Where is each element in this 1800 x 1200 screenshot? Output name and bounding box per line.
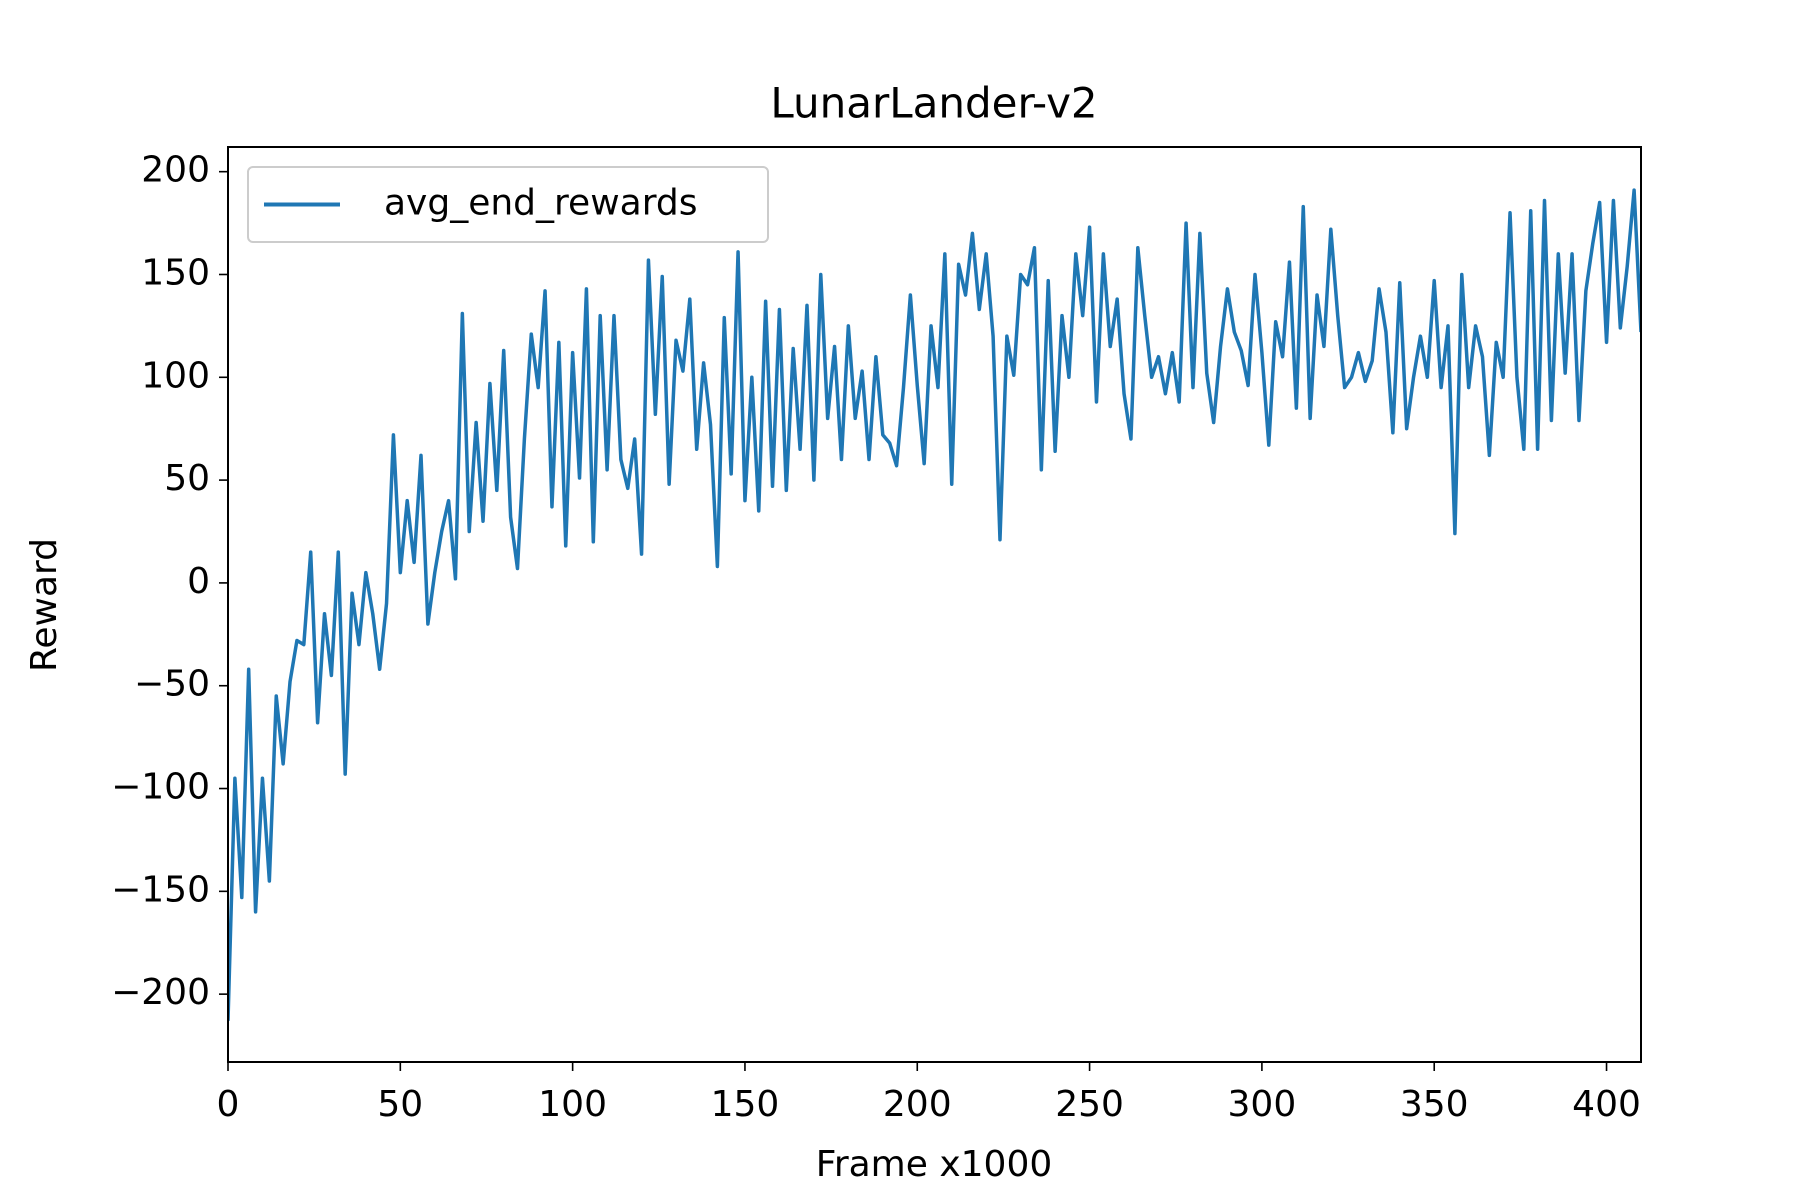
x-tick-label: 0 bbox=[217, 1084, 240, 1125]
x-axis-label: Frame x1000 bbox=[816, 1144, 1053, 1185]
y-tick-label: −100 bbox=[111, 767, 210, 808]
x-tick-label: 400 bbox=[1572, 1084, 1641, 1125]
x-tick-label: 300 bbox=[1228, 1084, 1297, 1125]
chart-title: LunarLander-v2 bbox=[770, 79, 1097, 128]
y-tick-label: 0 bbox=[187, 561, 210, 602]
data-line bbox=[228, 188, 1641, 1021]
x-tick-label: 100 bbox=[538, 1084, 607, 1125]
y-axis-label: Reward bbox=[24, 538, 65, 672]
legend-label: avg_end_rewards bbox=[384, 183, 697, 224]
x-tick-label: 150 bbox=[711, 1084, 780, 1125]
x-tick-label: 250 bbox=[1055, 1084, 1124, 1125]
x-tick-label: 50 bbox=[377, 1084, 423, 1125]
y-tick-label: −150 bbox=[111, 869, 210, 910]
y-tick-label: 150 bbox=[141, 252, 210, 293]
y-tick-label: −200 bbox=[111, 972, 210, 1013]
x-tick-label: 350 bbox=[1400, 1084, 1469, 1125]
x-tick-label: 200 bbox=[883, 1084, 952, 1125]
y-tick-label: −50 bbox=[134, 664, 210, 705]
y-tick-label: 100 bbox=[141, 355, 210, 396]
legend-box bbox=[247, 166, 769, 243]
y-tick-label: 50 bbox=[164, 458, 210, 499]
plot-frame bbox=[227, 146, 1642, 1063]
y-tick-label: 200 bbox=[141, 150, 210, 191]
